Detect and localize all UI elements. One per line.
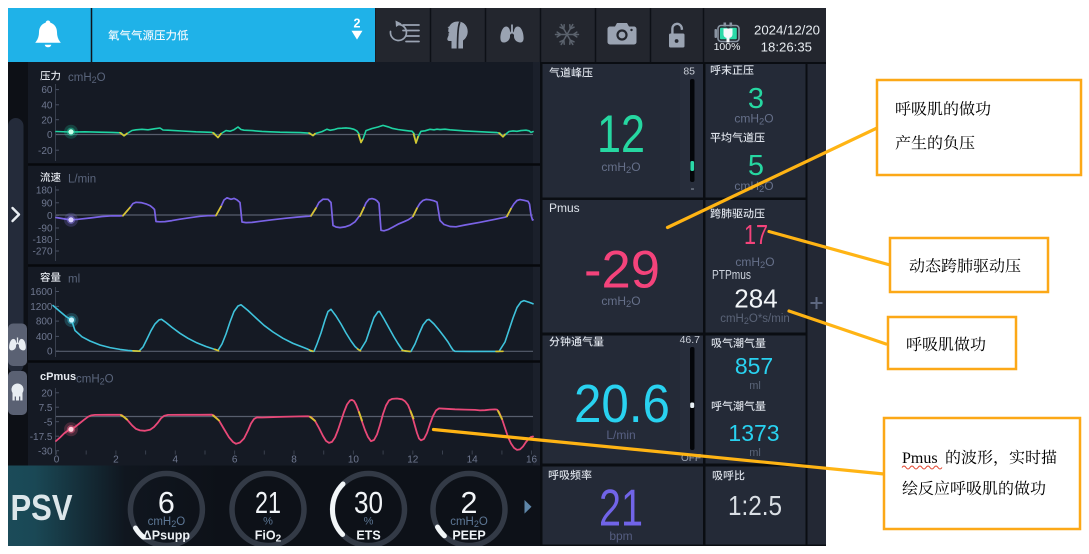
- svg-text:5: 5: [748, 150, 764, 182]
- svg-text:L/min: L/min: [606, 428, 635, 442]
- svg-text:1:2.5: 1:2.5: [728, 490, 782, 521]
- svg-text:0: 0: [47, 130, 53, 141]
- svg-text:-5: -5: [44, 417, 53, 428]
- svg-text:-90: -90: [38, 224, 53, 235]
- svg-text:6: 6: [158, 486, 175, 520]
- svg-text:180: 180: [36, 186, 53, 197]
- svg-text:16: 16: [526, 455, 538, 466]
- svg-text:-270: -270: [32, 247, 52, 258]
- svg-text:21: 21: [255, 486, 281, 520]
- svg-text:2: 2: [461, 486, 478, 520]
- svg-text:6: 6: [232, 455, 238, 466]
- svg-text:400: 400: [36, 332, 53, 343]
- svg-text:1200: 1200: [30, 302, 53, 313]
- svg-text:2: 2: [354, 17, 361, 31]
- svg-text:-: -: [691, 181, 695, 195]
- svg-text:1600: 1600: [30, 287, 53, 298]
- svg-text:Pmus: Pmus: [902, 450, 938, 467]
- svg-text:FiO2: FiO2: [255, 529, 282, 545]
- svg-text:800: 800: [36, 317, 53, 328]
- svg-text:0: 0: [47, 347, 53, 358]
- svg-text:cmH2O: cmH2O: [68, 72, 106, 85]
- svg-text:PSV: PSV: [11, 487, 73, 528]
- svg-text:OFF: OFF: [681, 453, 701, 464]
- svg-text:cmH2O: cmH2O: [735, 255, 774, 270]
- svg-text:cmH2O: cmH2O: [601, 294, 640, 309]
- svg-text:cmH2O: cmH2O: [601, 160, 640, 175]
- svg-text:%: %: [364, 516, 374, 528]
- svg-text:ETS: ETS: [356, 529, 380, 543]
- svg-text:10: 10: [348, 455, 360, 466]
- svg-text:-17.5: -17.5: [30, 432, 53, 443]
- svg-text:857: 857: [735, 353, 773, 379]
- svg-text:ml: ml: [68, 274, 80, 286]
- svg-text:PTPmus: PTPmus: [712, 268, 751, 282]
- svg-text:100%: 100%: [714, 41, 741, 53]
- svg-text:-20: -20: [38, 146, 53, 157]
- svg-text:46.7: 46.7: [680, 334, 701, 346]
- svg-text:cmH2O: cmH2O: [450, 516, 488, 529]
- svg-text:12: 12: [597, 105, 645, 164]
- svg-text:2024/12/20: 2024/12/20: [754, 23, 820, 38]
- svg-text:8: 8: [291, 455, 297, 466]
- svg-text:cPmus: cPmus: [40, 371, 76, 383]
- svg-text:ml: ml: [749, 380, 761, 392]
- svg-text:%: %: [263, 516, 273, 528]
- svg-text:L/min: L/min: [68, 174, 96, 186]
- svg-text:14: 14: [467, 455, 479, 466]
- svg-text:Pmus: Pmus: [549, 201, 580, 215]
- svg-text:12: 12: [407, 455, 419, 466]
- svg-text:PEEP: PEEP: [452, 529, 485, 543]
- svg-text:0: 0: [54, 455, 60, 466]
- svg-text:21: 21: [599, 480, 643, 538]
- svg-text:20: 20: [41, 115, 53, 126]
- svg-text:90: 90: [41, 198, 53, 209]
- svg-text:-180: -180: [32, 235, 52, 246]
- svg-text:60: 60: [41, 85, 53, 96]
- svg-text:3: 3: [748, 83, 764, 115]
- svg-text:ml: ml: [749, 447, 761, 459]
- svg-text:bpm: bpm: [609, 529, 632, 543]
- svg-text:85: 85: [683, 66, 695, 78]
- svg-text:0: 0: [47, 211, 53, 222]
- svg-text:cmH2O: cmH2O: [76, 374, 114, 387]
- svg-text:cmH2O: cmH2O: [148, 516, 186, 529]
- svg-text:284: 284: [734, 284, 777, 314]
- svg-text:7.5: 7.5: [39, 403, 53, 414]
- svg-text:-30: -30: [38, 446, 53, 457]
- svg-text:cmH2O*s/min: cmH2O*s/min: [720, 313, 790, 326]
- svg-text:20: 20: [41, 388, 53, 399]
- svg-text:18:26:35: 18:26:35: [761, 40, 812, 55]
- svg-text:ΔPsupp: ΔPsupp: [143, 529, 191, 543]
- svg-text:40: 40: [41, 100, 53, 111]
- svg-text:1373: 1373: [728, 420, 779, 446]
- svg-text:cmH2O: cmH2O: [734, 112, 773, 127]
- svg-text:-29: -29: [584, 241, 660, 300]
- svg-text:30: 30: [354, 486, 383, 520]
- svg-text:4: 4: [172, 455, 178, 466]
- svg-text:2: 2: [113, 455, 119, 466]
- svg-text:17: 17: [744, 219, 768, 250]
- svg-text:20.6: 20.6: [574, 375, 670, 434]
